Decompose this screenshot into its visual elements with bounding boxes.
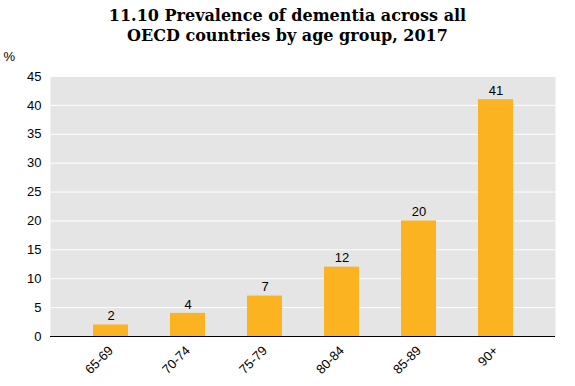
html-text:11.10 Prevalence of dementia a: 11.10 Prevalence of dementia across all … [108,6,467,45]
svg-text:5: 5 [34,300,41,315]
svg-text:90+: 90+ [475,343,501,369]
svg-text:45: 45 [27,69,41,84]
svg-text:65-69: 65-69 [82,343,116,377]
svg-text:20: 20 [412,204,426,219]
svg-text:2: 2 [107,308,114,323]
svg-text:0: 0 [34,329,41,344]
svg-text:75-79: 75-79 [236,343,270,377]
svg-text:30: 30 [27,155,41,170]
svg-text:12: 12 [335,250,349,265]
svg-text:7: 7 [261,279,268,294]
svg-text:10: 10 [27,271,41,286]
svg-text:%: % [4,49,16,64]
svg-text:80-84: 80-84 [313,343,347,377]
svg-text:70-74: 70-74 [159,343,193,377]
svg-text:85-89: 85-89 [390,343,424,377]
svg-text:20: 20 [27,213,41,228]
svg-text:4: 4 [184,297,191,312]
svg-text:25: 25 [27,184,41,199]
svg-text:40: 40 [27,98,41,113]
svg-text:41: 41 [489,83,503,98]
svg-text:15: 15 [27,242,41,257]
svg-text:35: 35 [27,126,41,141]
